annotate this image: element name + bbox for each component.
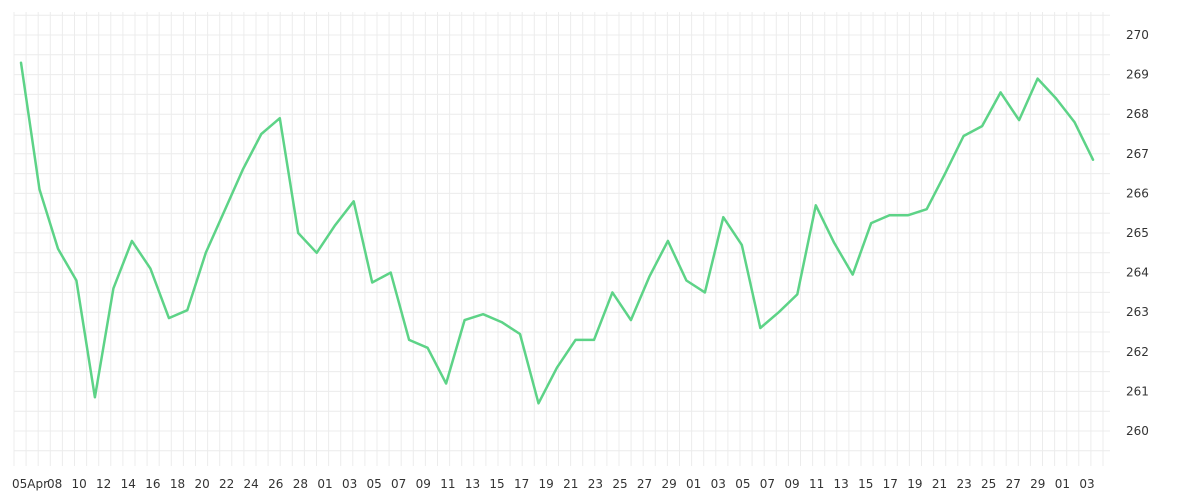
y-tick-label: 269 xyxy=(1126,68,1149,82)
x-tick-label: 09 xyxy=(416,477,431,491)
y-axis: 260 261 262 263 264 265 266 267 268 269 270 xyxy=(1126,28,1149,438)
y-tick-label: 260 xyxy=(1126,424,1149,438)
x-tick-label: 26 xyxy=(268,477,283,491)
x-tick-label: 27 xyxy=(1006,477,1021,491)
x-tick-label: 19 xyxy=(539,477,554,491)
x-tick-label: 17 xyxy=(883,477,898,491)
x-tick-label: 16 xyxy=(145,477,160,491)
x-tick-label: 24 xyxy=(244,477,259,491)
x-tick-label: 20 xyxy=(194,477,209,491)
x-tick-label: 25 xyxy=(612,477,627,491)
y-tick-label: 268 xyxy=(1126,107,1149,121)
x-tick-label: 13 xyxy=(465,477,480,491)
x-tick-label: 29 xyxy=(661,477,676,491)
y-tick-label: 263 xyxy=(1126,305,1149,319)
x-tick-label: 17 xyxy=(514,477,529,491)
x-tick-label: 22 xyxy=(219,477,234,491)
x-tick-label: 05 xyxy=(366,477,381,491)
x-tick-label: 21 xyxy=(563,477,578,491)
x-tick-label: 12 xyxy=(96,477,111,491)
x-tick-label: 19 xyxy=(907,477,922,491)
y-tick-label: 262 xyxy=(1126,345,1149,359)
x-tick-label: 13 xyxy=(834,477,849,491)
x-tick-label: 08 xyxy=(47,477,62,491)
x-tick-label: 05Apr xyxy=(12,477,48,491)
x-tick-label: 23 xyxy=(956,477,971,491)
x-tick-label: 27 xyxy=(637,477,652,491)
x-tick-label: 11 xyxy=(440,477,455,491)
y-tick-label: 261 xyxy=(1126,384,1149,398)
x-tick-label: 14 xyxy=(121,477,136,491)
x-tick-label: 01 xyxy=(686,477,701,491)
x-tick-label: 15 xyxy=(489,477,504,491)
y-tick-label: 266 xyxy=(1126,186,1149,200)
x-tick-label: 21 xyxy=(932,477,947,491)
x-tick-label: 03 xyxy=(342,477,357,491)
y-tick-label: 267 xyxy=(1126,147,1149,161)
x-tick-label: 25 xyxy=(981,477,996,491)
x-tick-label: 28 xyxy=(293,477,308,491)
x-tick-label: 03 xyxy=(1079,477,1094,491)
x-tick-label: 01 xyxy=(317,477,332,491)
x-tick-label: 15 xyxy=(858,477,873,491)
x-tick-label: 09 xyxy=(784,477,799,491)
x-tick-label: 07 xyxy=(760,477,775,491)
x-tick-label: 10 xyxy=(72,477,87,491)
x-tick-label: 05 xyxy=(735,477,750,491)
x-tick-label: 29 xyxy=(1030,477,1045,491)
y-tick-label: 264 xyxy=(1126,266,1149,280)
x-tick-label: 11 xyxy=(809,477,824,491)
x-tick-label: 03 xyxy=(711,477,726,491)
x-tick-label: 01 xyxy=(1055,477,1070,491)
grid xyxy=(14,12,1110,466)
x-tick-label: 23 xyxy=(588,477,603,491)
y-tick-label: 265 xyxy=(1126,226,1149,240)
y-tick-label: 270 xyxy=(1126,28,1149,42)
x-tick-label: 07 xyxy=(391,477,406,491)
x-tick-label: 18 xyxy=(170,477,185,491)
